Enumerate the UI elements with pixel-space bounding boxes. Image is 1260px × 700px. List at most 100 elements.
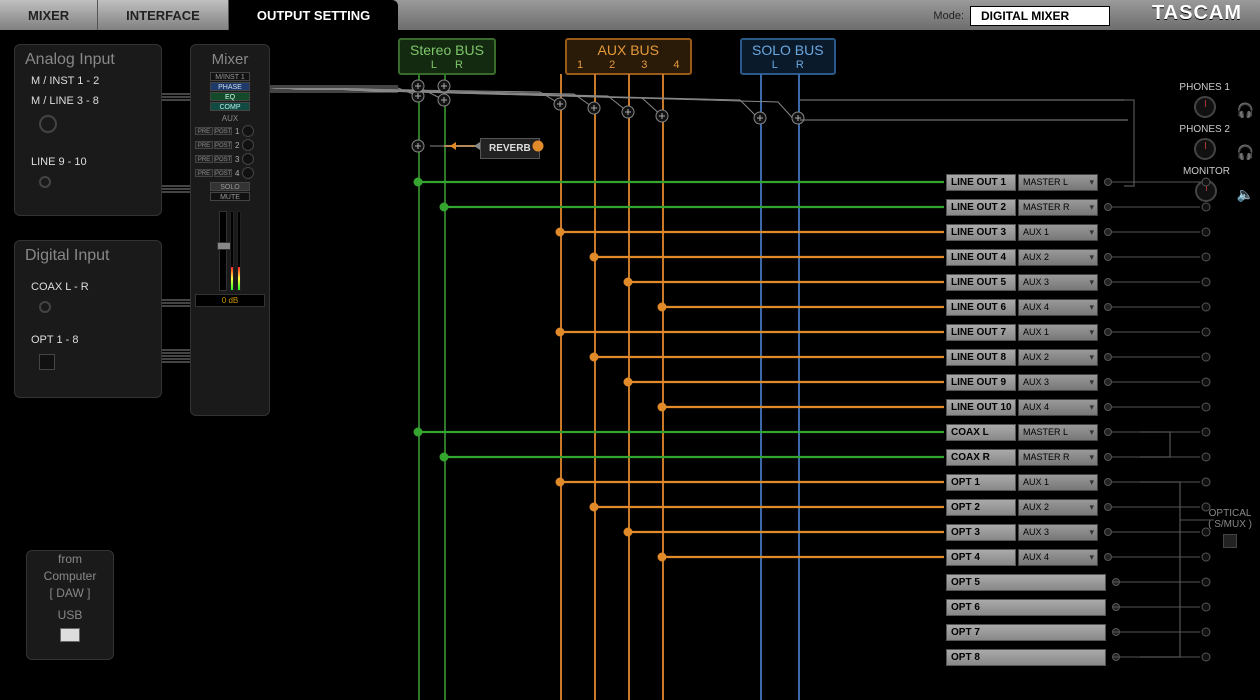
mixer-strip-panel: Mixer M/INST 1 PHASE EQ COMP AUX PREPOST… (190, 44, 270, 416)
analog-input-panel: Analog Input M / INST 1 - 2 M / LINE 3 -… (14, 44, 162, 216)
out-label-8: LINE OUT 9 (946, 374, 1016, 391)
aux-num-1: 1 (235, 127, 239, 136)
daw-panel: from Computer [ DAW ] USB (26, 550, 114, 660)
daw-l2: Computer (27, 568, 113, 585)
coax-knob-icon[interactable] (39, 301, 51, 313)
out-label-18: OPT 7 (946, 624, 1106, 641)
out-select-7[interactable]: AUX 2 (1018, 349, 1098, 366)
bus-stereo-r: R (455, 59, 463, 71)
out-select-9[interactable]: AUX 4 (1018, 399, 1098, 416)
out-select-14[interactable]: AUX 3 (1018, 524, 1098, 541)
tab-interface[interactable]: INTERFACE (98, 0, 229, 30)
out-jack-18-icon (1112, 628, 1120, 636)
out-select-10[interactable]: MASTER L (1018, 424, 1098, 441)
out-jack-1-icon (1104, 203, 1112, 211)
analog-knob2-icon[interactable] (39, 176, 51, 188)
phones2-knob[interactable] (1194, 138, 1216, 160)
output-row-0: LINE OUT 1MASTER L (946, 173, 1112, 191)
topbar: MIXER INTERFACE OUTPUT SETTING Mode: DIG… (0, 0, 1260, 30)
analog-row-line38: M / LINE 3 - 8 (15, 91, 161, 111)
meter-l-icon (230, 211, 234, 291)
meter-r-icon (237, 211, 241, 291)
mode-value[interactable]: DIGITAL MIXER (970, 6, 1110, 26)
out-select-4[interactable]: AUX 3 (1018, 274, 1098, 291)
out-jack-10-icon (1104, 428, 1112, 436)
aux-label: AUX (222, 114, 238, 123)
chip-eq[interactable]: EQ (210, 92, 250, 101)
out-select-6[interactable]: AUX 1 (1018, 324, 1098, 341)
out-jack-12-icon (1104, 478, 1112, 486)
chip-solo[interactable]: SOLO (210, 182, 250, 191)
usb-icon (60, 628, 80, 642)
out-select-15[interactable]: AUX 4 (1018, 549, 1098, 566)
output-row-12: OPT 1AUX 1 (946, 473, 1112, 491)
bus-aux-1: 1 (577, 59, 583, 71)
chip-comp[interactable]: COMP (210, 102, 250, 111)
chip-phase[interactable]: PHASE (210, 82, 250, 91)
analog-knob-icon[interactable] (39, 115, 57, 133)
out-select-1[interactable]: MASTER R (1018, 199, 1098, 216)
output-row-1: LINE OUT 2MASTER R (946, 198, 1112, 216)
out-jack-9-icon (1104, 403, 1112, 411)
opt-button-icon[interactable] (39, 354, 55, 370)
speaker-icon: 🔈 (1237, 186, 1254, 203)
chip-mute[interactable]: MUTE (210, 192, 250, 201)
fader[interactable] (219, 211, 227, 291)
output-row-15: OPT 4AUX 4 (946, 548, 1112, 566)
out-label-2: LINE OUT 3 (946, 224, 1016, 241)
output-row-10: COAX LMASTER L (946, 423, 1112, 441)
out-label-19: OPT 8 (946, 649, 1106, 666)
out-select-13[interactable]: AUX 2 (1018, 499, 1098, 516)
out-select-12[interactable]: AUX 1 (1018, 474, 1098, 491)
out-label-17: OPT 6 (946, 599, 1106, 616)
analog-row-line910: LINE 9 - 10 (15, 152, 161, 172)
prepost-2[interactable]: PREPOST (195, 141, 232, 149)
tab-output-setting[interactable]: OUTPUT SETTING (229, 0, 398, 30)
out-label-7: LINE OUT 8 (946, 349, 1016, 366)
prepost-4[interactable]: PREPOST (195, 169, 232, 177)
daw-l3: [ DAW ] (27, 585, 113, 602)
out-jack-19-icon (1112, 653, 1120, 661)
chip-minst[interactable]: M/INST 1 (210, 72, 250, 81)
bus-aux-4: 4 (673, 59, 679, 71)
out-jack-15-icon (1104, 553, 1112, 561)
prepost-3[interactable]: PREPOST (195, 155, 232, 163)
phones1-knob[interactable] (1194, 96, 1216, 118)
out-select-0[interactable]: MASTER L (1018, 174, 1098, 191)
out-jack-13-icon (1104, 503, 1112, 511)
out-label-3: LINE OUT 4 (946, 249, 1016, 266)
out-label-14: OPT 3 (946, 524, 1016, 541)
out-select-2[interactable]: AUX 1 (1018, 224, 1098, 241)
output-row-19: OPT 8 (946, 648, 1120, 666)
monitor-knob[interactable] (1195, 180, 1217, 202)
analog-row-inst: M / INST 1 - 2 (15, 71, 161, 91)
output-row-16: OPT 5 (946, 573, 1120, 591)
output-row-11: COAX RMASTER R (946, 448, 1112, 466)
out-label-10: COAX L (946, 424, 1016, 441)
prepost-1[interactable]: PREPOST (195, 127, 232, 135)
optical-button[interactable] (1223, 534, 1237, 548)
aux-knob-1[interactable] (242, 125, 254, 137)
out-label-11: COAX R (946, 449, 1016, 466)
output-row-8: LINE OUT 9AUX 3 (946, 373, 1112, 391)
out-jack-16-icon (1112, 578, 1120, 586)
bus-aux-2: 2 (609, 59, 615, 71)
bus-solo-r: R (796, 59, 804, 71)
out-select-3[interactable]: AUX 2 (1018, 249, 1098, 266)
vline-stereo-r (444, 74, 446, 700)
reverb-block[interactable]: REVERB (480, 138, 540, 159)
output-row-2: LINE OUT 3AUX 1 (946, 223, 1112, 241)
aux-knob-4[interactable] (242, 167, 254, 179)
out-select-11[interactable]: MASTER R (1018, 449, 1098, 466)
out-select-8[interactable]: AUX 3 (1018, 374, 1098, 391)
headphone2-icon: 🎧 (1237, 144, 1254, 161)
aux-knob-3[interactable] (242, 153, 254, 165)
output-row-5: LINE OUT 6AUX 4 (946, 298, 1112, 316)
out-select-5[interactable]: AUX 4 (1018, 299, 1098, 316)
tab-mixer[interactable]: MIXER (0, 0, 98, 30)
daw-l1: from (27, 551, 113, 568)
aux-num-3: 3 (235, 155, 239, 164)
vline-solo-r (798, 74, 800, 700)
aux-knob-2[interactable] (242, 139, 254, 151)
bus-stereo-title: Stereo BUS (410, 42, 484, 58)
